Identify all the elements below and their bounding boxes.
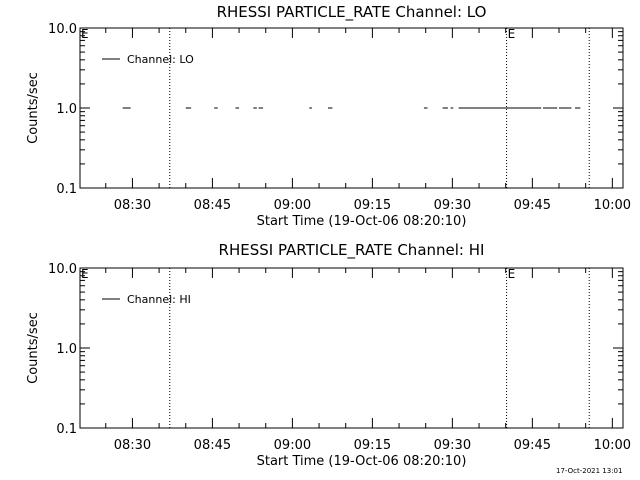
x-tick-label: 09:45	[514, 198, 551, 213]
x-axis-label: Start Time (19-Oct-06 08:20:10)	[257, 454, 467, 469]
x-tick-label: 10:00	[594, 198, 631, 213]
x-tick-label: 09:30	[434, 438, 471, 453]
x-tick-label: 09:30	[434, 198, 471, 213]
y-axis-label: Counts/sec	[26, 312, 41, 384]
footer-timestamp: 17-Oct-2021 13:01	[556, 467, 623, 475]
x-tick-label: 08:45	[194, 438, 231, 453]
legend-label: Channel: HI	[127, 293, 191, 306]
plot-frame	[79, 267, 624, 429]
corner-label: E	[81, 267, 89, 281]
event-label: E	[508, 267, 516, 281]
plot-frame	[79, 27, 624, 189]
y-tick-label: 1.0	[56, 342, 77, 357]
x-tick-label: 09:15	[354, 198, 391, 213]
x-tick-label: 08:45	[194, 198, 231, 213]
x-tick-label: 09:45	[514, 438, 551, 453]
y-tick-label: 10.0	[48, 262, 77, 277]
y-tick-label: 0.1	[56, 422, 77, 437]
legend-label: Channel: LO	[127, 53, 194, 66]
x-tick-label: 09:00	[274, 198, 311, 213]
x-tick-label: 08:30	[114, 438, 151, 453]
chart-title: RHESSI PARTICLE_RATE Channel: LO	[217, 3, 487, 22]
event-label: E	[508, 27, 516, 41]
x-tick-label: 10:00	[594, 438, 631, 453]
corner-label: E	[81, 27, 89, 41]
y-tick-label: 10.0	[48, 22, 77, 37]
y-axis-label: Counts/sec	[26, 72, 41, 144]
y-tick-label: 0.1	[56, 182, 77, 197]
x-tick-label: 09:00	[274, 438, 311, 453]
x-tick-label: 09:15	[354, 438, 391, 453]
x-axis-label: Start Time (19-Oct-06 08:20:10)	[257, 214, 467, 229]
chart-title: RHESSI PARTICLE_RATE Channel: HI	[219, 241, 485, 260]
y-tick-label: 1.0	[56, 102, 77, 117]
x-tick-label: 08:30	[114, 198, 151, 213]
